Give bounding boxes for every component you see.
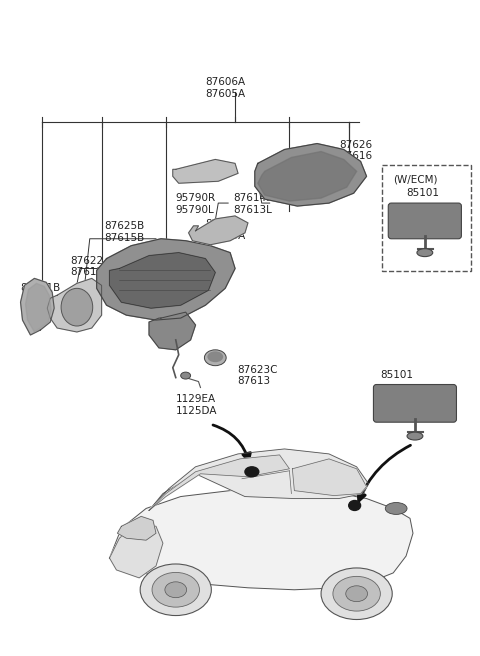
Ellipse shape	[385, 502, 407, 514]
Ellipse shape	[321, 568, 392, 619]
Text: 87622
87612: 87622 87612	[70, 256, 103, 277]
Polygon shape	[149, 312, 195, 350]
Polygon shape	[109, 253, 216, 308]
FancyBboxPatch shape	[373, 384, 456, 422]
Polygon shape	[149, 449, 369, 510]
Ellipse shape	[61, 289, 93, 326]
Text: 95790R
95790L: 95790R 95790L	[176, 193, 216, 215]
Polygon shape	[258, 152, 357, 201]
Polygon shape	[118, 516, 156, 540]
FancyBboxPatch shape	[383, 165, 471, 272]
Ellipse shape	[140, 564, 211, 615]
Text: 87621B
87621C: 87621B 87621C	[21, 283, 61, 305]
Polygon shape	[109, 523, 163, 578]
Ellipse shape	[152, 573, 200, 607]
Ellipse shape	[207, 352, 223, 362]
Text: 87614L
87613L: 87614L 87613L	[233, 193, 272, 215]
Polygon shape	[149, 455, 289, 510]
Ellipse shape	[349, 501, 360, 510]
Polygon shape	[25, 283, 51, 332]
Polygon shape	[292, 459, 367, 495]
Ellipse shape	[346, 586, 368, 602]
Text: 85101: 85101	[406, 188, 439, 198]
Polygon shape	[21, 278, 54, 335]
Text: 85101: 85101	[380, 369, 413, 380]
Ellipse shape	[204, 350, 226, 365]
Text: 1129EA
1125DA: 1129EA 1125DA	[176, 394, 217, 416]
Text: 87623C
87613: 87623C 87613	[237, 365, 277, 386]
Polygon shape	[173, 159, 238, 183]
Text: 87625B
87615B: 87625B 87615B	[105, 221, 145, 243]
Text: 85101: 85101	[380, 394, 413, 405]
Text: 87606A
87605A: 87606A 87605A	[205, 77, 246, 99]
Ellipse shape	[180, 372, 191, 379]
Ellipse shape	[417, 249, 433, 256]
Ellipse shape	[333, 577, 380, 611]
Text: 87626
87616: 87626 87616	[339, 140, 372, 161]
Polygon shape	[189, 216, 248, 245]
Text: (W/ECM): (W/ECM)	[393, 174, 438, 184]
Ellipse shape	[407, 432, 423, 440]
Ellipse shape	[165, 582, 187, 598]
Polygon shape	[96, 239, 235, 320]
Polygon shape	[109, 489, 413, 590]
Ellipse shape	[245, 467, 259, 477]
FancyBboxPatch shape	[388, 203, 461, 239]
Polygon shape	[255, 144, 367, 206]
Polygon shape	[47, 278, 102, 332]
Text: 87616A
87615A: 87616A 87615A	[205, 219, 246, 241]
